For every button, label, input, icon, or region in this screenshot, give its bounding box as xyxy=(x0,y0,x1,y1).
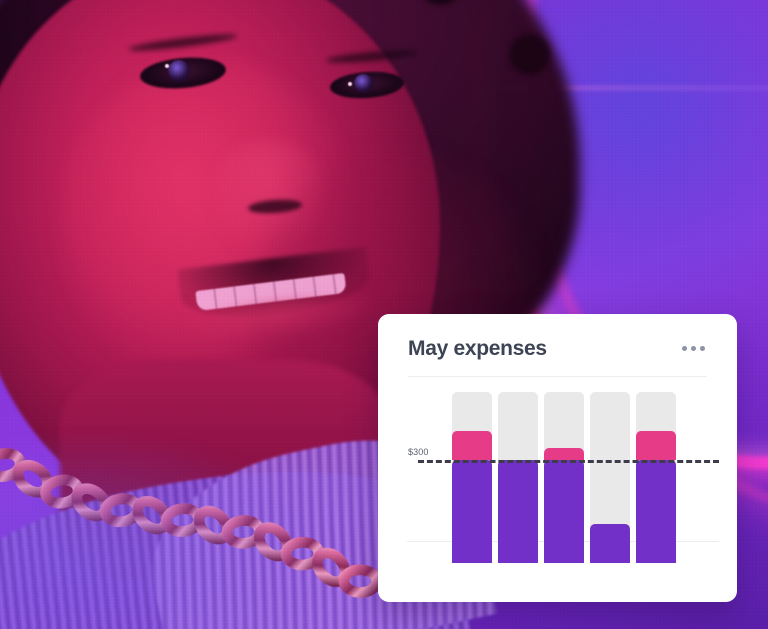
dot xyxy=(691,346,696,351)
bar-segment-spent xyxy=(590,523,630,563)
bar-segment-spent xyxy=(452,460,492,563)
chart-plot-area xyxy=(452,392,684,563)
page-title: May expenses xyxy=(408,337,547,360)
dot xyxy=(682,346,687,351)
expenses-card: May expenses $300 xyxy=(378,314,737,602)
blue-light-wash xyxy=(0,430,340,629)
bar-column[interactable] xyxy=(544,392,584,563)
bar-segment-spent xyxy=(636,460,676,563)
bar-segment-over-budget xyxy=(544,448,584,461)
eye-glint-left xyxy=(165,64,169,68)
bar-segment-over-budget xyxy=(452,431,492,461)
more-horizontal-icon[interactable] xyxy=(680,340,707,357)
expenses-bar-chart: $300 xyxy=(378,377,737,573)
iris-right xyxy=(354,74,373,93)
dot xyxy=(700,346,705,351)
bar-column[interactable] xyxy=(590,392,630,563)
card-header: May expenses xyxy=(378,314,737,359)
bar-column[interactable] xyxy=(498,392,538,563)
bar-segment-over-budget xyxy=(636,431,676,461)
bar-column[interactable] xyxy=(636,392,676,563)
eye-glint-right xyxy=(348,82,352,86)
bar-column[interactable] xyxy=(452,392,492,563)
header-divider xyxy=(408,376,707,377)
threshold-label: $300 xyxy=(408,447,429,458)
threshold-line xyxy=(418,460,719,464)
bar-segment-spent xyxy=(544,460,584,563)
bar-segment-spent xyxy=(498,460,538,563)
iris-left xyxy=(168,60,190,82)
